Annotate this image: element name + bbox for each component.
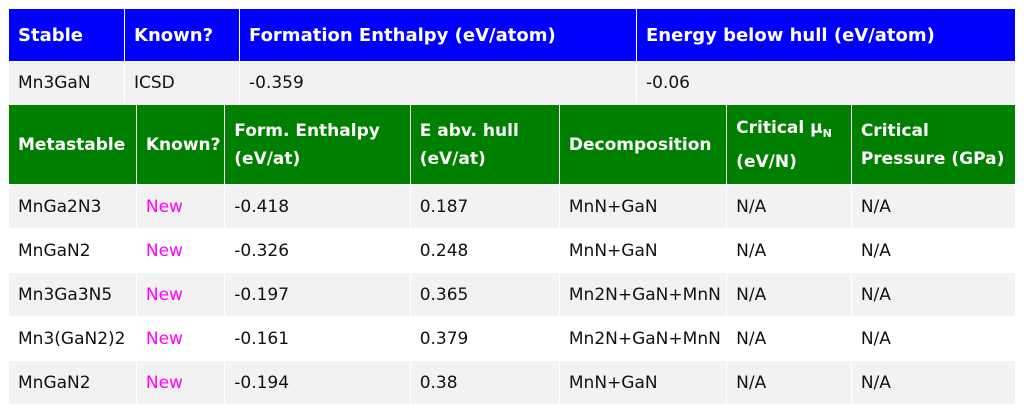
- table-row: MnGa2N3 New -0.418 0.187 MnN+GaN N/A N/A: [9, 185, 1015, 228]
- e-abv-hull-cell: 0.365: [410, 273, 559, 316]
- metastable-header-known: Known?: [136, 105, 225, 184]
- metastable-header-critical-mu: Critical μN (eV/N): [727, 105, 851, 184]
- form-enthalpy-header-line2: (eV/at): [234, 148, 301, 169]
- critical-pressure-cell: N/A: [851, 361, 1015, 404]
- metastable-header-e-abv-hull: E abv. hull (eV/at): [410, 105, 559, 184]
- decomposition-cell: MnN+GaN: [559, 229, 727, 272]
- e-abv-hull-cell: 0.38: [410, 361, 559, 404]
- critical-mu-cell: N/A: [727, 229, 851, 272]
- decomposition-cell: Mn2N+GaN+MnN: [559, 273, 727, 316]
- critical-pressure-cell: N/A: [851, 185, 1015, 228]
- e-abv-hull-cell: 0.187: [410, 185, 559, 228]
- known-cell: New: [136, 317, 225, 360]
- critical-mu-cell: N/A: [727, 185, 851, 228]
- stable-header-compound: Stable: [9, 9, 124, 61]
- critical-mu-header-subscript: N: [822, 126, 832, 140]
- known-cell: New: [136, 229, 225, 272]
- metastable-header-form-enthalpy: Form. Enthalpy (eV/at): [225, 105, 410, 184]
- form-enthalpy-cell: -0.326: [225, 229, 410, 272]
- stable-compound-cell: Mn3GaN: [9, 62, 124, 104]
- critical-pressure-header-line1: Critical: [860, 120, 929, 141]
- stable-known-cell: ICSD: [125, 62, 239, 104]
- critical-mu-cell: N/A: [727, 317, 851, 360]
- form-enthalpy-cell: -0.161: [225, 317, 410, 360]
- critical-mu-header-line2: (eV/N): [736, 151, 797, 172]
- critical-pressure-cell: N/A: [851, 317, 1015, 360]
- known-cell: New: [136, 273, 225, 316]
- decomposition-cell: MnN+GaN: [559, 185, 727, 228]
- table-row: Mn3Ga3N5 New -0.197 0.365 Mn2N+GaN+MnN N…: [9, 273, 1015, 316]
- compound-cell: MnGa2N3: [9, 185, 136, 228]
- stable-compounds-table: Stable Known? Formation Enthalpy (eV/ato…: [8, 8, 1016, 105]
- stable-header-known: Known?: [125, 9, 239, 61]
- critical-pressure-cell: N/A: [851, 229, 1015, 272]
- critical-pressure-cell: N/A: [851, 273, 1015, 316]
- decomposition-cell: Mn2N+GaN+MnN: [559, 317, 727, 360]
- stable-row: Mn3GaN ICSD -0.359 -0.06: [9, 62, 1015, 104]
- compound-cell: MnGaN2: [9, 229, 136, 272]
- known-cell: New: [136, 185, 225, 228]
- form-enthalpy-cell: -0.194: [225, 361, 410, 404]
- stable-header-energy-below-hull: Energy below hull (eV/atom): [637, 9, 1015, 61]
- critical-pressure-header-line2: Pressure (GPa): [860, 148, 1005, 169]
- e-abv-hull-header-line1: E abv. hull: [419, 120, 519, 141]
- compound-cell: Mn3Ga3N5: [9, 273, 136, 316]
- critical-mu-cell: N/A: [727, 361, 851, 404]
- e-abv-hull-cell: 0.248: [410, 229, 559, 272]
- stable-header-row: Stable Known? Formation Enthalpy (eV/ato…: [9, 9, 1015, 61]
- e-abv-hull-cell: 0.379: [410, 317, 559, 360]
- stable-formation-enthalpy-cell: -0.359: [240, 62, 636, 104]
- stable-header-formation-enthalpy: Formation Enthalpy (eV/atom): [240, 9, 636, 61]
- metastable-compounds-table: Metastable Known? Form. Enthalpy (eV/at) …: [8, 104, 1016, 405]
- form-enthalpy-cell: -0.197: [225, 273, 410, 316]
- materials-tables: Stable Known? Formation Enthalpy (eV/ato…: [8, 8, 1016, 405]
- compound-cell: MnGaN2: [9, 361, 136, 404]
- known-cell: New: [136, 361, 225, 404]
- compound-cell: Mn3(GaN2)2: [9, 317, 136, 360]
- table-row: MnGaN2 New -0.194 0.38 MnN+GaN N/A N/A: [9, 361, 1015, 404]
- critical-mu-header-prefix: Critical μ: [736, 117, 823, 138]
- metastable-header-critical-pressure: Critical Pressure (GPa): [851, 105, 1015, 184]
- table-row: MnGaN2 New -0.326 0.248 MnN+GaN N/A N/A: [9, 229, 1015, 272]
- table-row: Mn3(GaN2)2 New -0.161 0.379 Mn2N+GaN+MnN…: [9, 317, 1015, 360]
- form-enthalpy-cell: -0.418: [225, 185, 410, 228]
- e-abv-hull-header-line2: (eV/at): [419, 148, 486, 169]
- form-enthalpy-header-line1: Form. Enthalpy: [234, 120, 380, 141]
- metastable-header-row: Metastable Known? Form. Enthalpy (eV/at) …: [9, 105, 1015, 184]
- stable-energy-below-hull-cell: -0.06: [637, 62, 1015, 104]
- metastable-header-decomposition: Decomposition: [559, 105, 727, 184]
- critical-mu-cell: N/A: [727, 273, 851, 316]
- decomposition-cell: MnN+GaN: [559, 361, 727, 404]
- metastable-header-compound: Metastable: [9, 105, 136, 184]
